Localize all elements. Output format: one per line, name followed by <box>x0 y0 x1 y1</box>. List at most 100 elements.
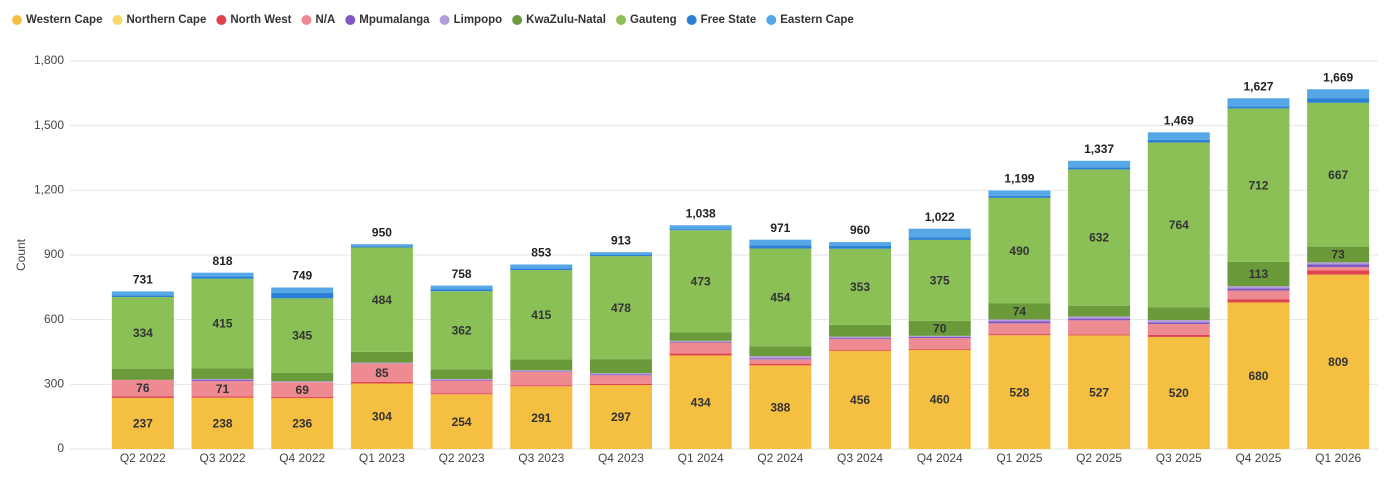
bar-segment <box>988 195 1051 198</box>
bar-segment <box>908 337 971 349</box>
bar-segment <box>271 398 334 449</box>
bar-segment <box>589 359 652 374</box>
segment-label: 304 <box>372 409 392 423</box>
bar-segment <box>430 291 493 370</box>
bar-segment <box>908 228 971 238</box>
legend-marker <box>301 15 312 25</box>
segment-label: 113 <box>1249 267 1269 281</box>
total-label: 1,038 <box>686 206 716 220</box>
total-label: 1,199 <box>1004 172 1034 186</box>
x-tick-label: Q2 2022 <box>120 451 166 465</box>
bar-segment <box>430 394 493 449</box>
legend-marker <box>616 15 627 25</box>
segment-label: 254 <box>452 415 472 429</box>
segment-label: 667 <box>1328 168 1348 182</box>
y-tick-label: 300 <box>44 377 64 391</box>
legend-marker <box>112 15 123 25</box>
bar-segment <box>1068 318 1131 321</box>
bar-segment <box>191 378 254 381</box>
bar-segment <box>829 338 892 350</box>
bar-segment <box>1068 305 1131 317</box>
legend-text: North West <box>230 14 291 26</box>
bar-segment <box>988 334 1051 336</box>
x-tick-label: Q2 2024 <box>757 451 803 465</box>
bar-segment <box>988 190 1051 196</box>
y-tick-label: 1,800 <box>34 53 64 67</box>
bar-segment <box>1147 334 1210 337</box>
bar-segment <box>908 237 971 240</box>
total-label: 1,022 <box>925 210 955 224</box>
bar-segment <box>669 229 732 231</box>
legend-text: KwaZulu-Natal <box>526 14 606 26</box>
x-tick-label: Q1 2026 <box>1315 451 1361 465</box>
total-label: 1,627 <box>1243 79 1273 93</box>
total-label: 758 <box>452 267 472 281</box>
bar-segment <box>1307 98 1370 103</box>
bar-segment <box>829 336 892 338</box>
bar-segment <box>1227 299 1290 303</box>
bar-segment <box>1307 89 1370 99</box>
total-label: 1,469 <box>1164 114 1194 128</box>
bar-segment <box>430 289 493 292</box>
segment-label: 76 <box>136 381 150 395</box>
bar-segment <box>988 319 1051 322</box>
bar-segment <box>669 225 732 230</box>
bar-segment <box>1227 106 1290 109</box>
segment-label: 473 <box>691 274 711 288</box>
bar-segment <box>510 386 573 449</box>
x-tick-label: Q4 2023 <box>598 451 644 465</box>
bar-segment <box>271 372 334 382</box>
segment-label: 73 <box>1331 248 1345 262</box>
bar-segment <box>510 371 573 386</box>
bar-segment <box>1227 288 1290 291</box>
legend-marker <box>512 15 523 25</box>
bar-segment <box>669 340 732 342</box>
total-label: 913 <box>611 233 631 247</box>
segment-label: 237 <box>133 417 153 431</box>
bar-segment <box>1227 290 1290 300</box>
total-label: 960 <box>850 223 870 237</box>
bar-segment <box>829 349 892 351</box>
bar-segment <box>1147 323 1210 335</box>
bar-segment <box>1147 142 1210 308</box>
bar-segment <box>589 383 652 385</box>
segment-label: 415 <box>531 308 551 322</box>
x-tick-label: Q3 2023 <box>518 451 564 465</box>
bar-segment <box>1227 98 1290 107</box>
total-label: 950 <box>372 225 392 239</box>
segment-label: 484 <box>372 293 392 307</box>
legend-text: N/A <box>315 14 335 26</box>
bar-segment <box>589 384 652 449</box>
segment-label: 456 <box>850 393 870 407</box>
bar-segment <box>589 374 652 376</box>
bar-segment <box>669 230 732 333</box>
legend-text: Northern Cape <box>126 14 206 26</box>
legend-text: Western Cape <box>26 14 102 26</box>
bar-segment <box>749 356 812 359</box>
bar-segment <box>908 239 971 321</box>
bar-segment <box>749 239 812 246</box>
bar-segment <box>589 252 652 255</box>
bar-segment <box>191 381 254 397</box>
y-axis-label: Count <box>14 238 28 271</box>
bar-segment <box>1147 307 1210 321</box>
legend-marker <box>216 15 227 25</box>
segment-label: 388 <box>770 400 790 414</box>
bar-segment <box>908 336 971 338</box>
segment-label: 71 <box>216 382 230 396</box>
bar-segment <box>191 276 254 279</box>
bar-segment <box>589 255 652 257</box>
segment-label: 528 <box>1009 385 1029 399</box>
bar-segment <box>988 197 1051 304</box>
bar-segment <box>430 285 493 290</box>
total-label: 731 <box>133 273 153 287</box>
legend-text: Free State <box>701 14 757 26</box>
bar-segment <box>350 246 413 248</box>
segment-label: 527 <box>1089 385 1109 399</box>
segment-label: 353 <box>850 280 870 294</box>
legend-marker <box>439 15 450 25</box>
bar-segment <box>111 397 174 449</box>
y-tick-label: 0 <box>57 441 64 455</box>
bar-segment <box>191 368 254 379</box>
